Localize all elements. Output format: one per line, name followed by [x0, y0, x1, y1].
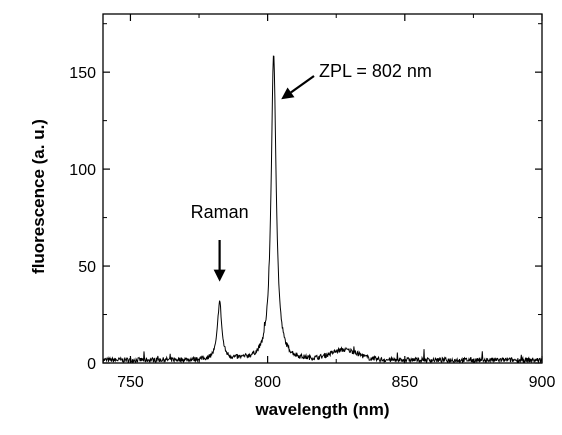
plot-frame	[102, 13, 543, 364]
x-axis-label: wavelength (nm)	[254, 400, 389, 419]
raman-annotation-label: Raman	[191, 202, 249, 222]
x-tick-label: 750	[117, 374, 144, 391]
y-tick-label: 50	[78, 259, 96, 276]
y-tick-label: 100	[69, 162, 96, 179]
y-tick-label: 0	[87, 356, 96, 373]
zpl-arrow-head	[281, 87, 295, 100]
y-axis-label: fluorescence (a. u.)	[29, 119, 48, 274]
y-tick-label: 150	[69, 65, 96, 82]
zpl-arrow-shaft	[290, 75, 315, 94]
axis-ticks: 750 800 850 900 0 50 100 150	[69, 14, 555, 391]
zpl-annotation-label: ZPL = 802 nm	[319, 61, 432, 81]
x-tick-label: 850	[391, 374, 418, 391]
x-tick-label: 900	[529, 374, 556, 391]
spectrum-line	[102, 55, 543, 365]
annotations: Raman ZPL = 802 nm	[191, 61, 432, 282]
x-tick-label: 800	[254, 374, 281, 391]
raman-arrow-head	[213, 269, 226, 282]
